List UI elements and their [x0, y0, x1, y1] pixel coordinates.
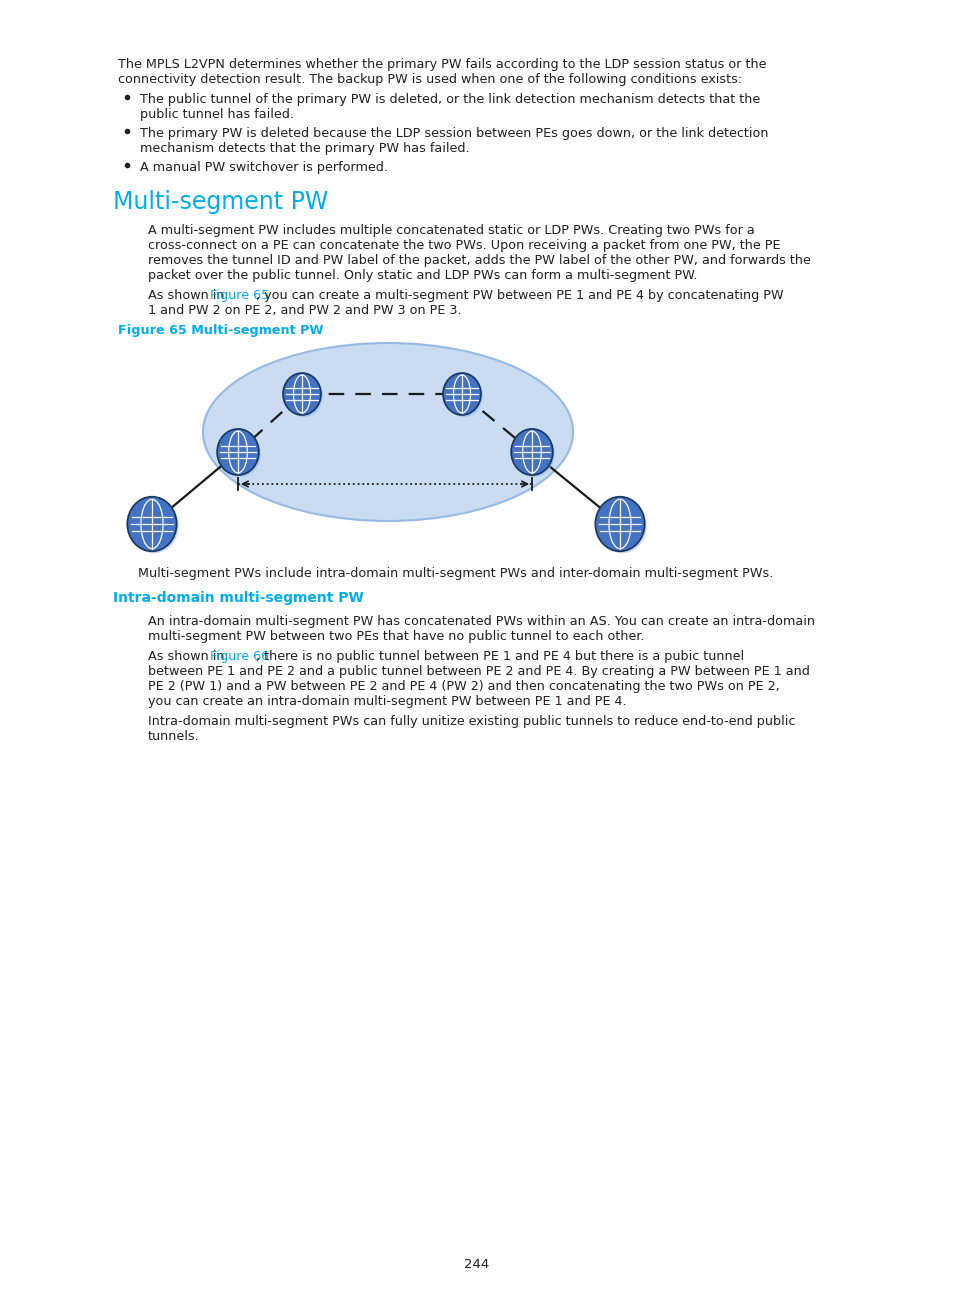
- Text: PE 2 (PW 1) and a PW between PE 2 and PE 4 (PW 2) and then concatenating the two: PE 2 (PW 1) and a PW between PE 2 and PE…: [148, 680, 779, 693]
- Text: cross-connect on a PE can concatenate the two PWs. Upon receiving a packet from : cross-connect on a PE can concatenate th…: [148, 238, 780, 251]
- Text: The MPLS L2VPN determines whether the primary PW fails according to the LDP sess: The MPLS L2VPN determines whether the pr…: [118, 58, 765, 71]
- Text: Figure 66: Figure 66: [210, 651, 269, 664]
- Text: Intra-domain multi-segment PW: Intra-domain multi-segment PW: [112, 591, 363, 605]
- Ellipse shape: [442, 373, 480, 415]
- Text: Multi-segment PWs include intra-domain multi-segment PWs and inter-domain multi-: Multi-segment PWs include intra-domain m…: [138, 568, 773, 581]
- Ellipse shape: [513, 430, 555, 477]
- Ellipse shape: [130, 499, 178, 553]
- Text: A manual PW switchover is performed.: A manual PW switchover is performed.: [140, 161, 388, 174]
- Ellipse shape: [597, 499, 646, 553]
- Text: , you can create a multi-segment PW between PE 1 and PE 4 by concatenating PW: , you can create a multi-segment PW betw…: [255, 289, 782, 302]
- Ellipse shape: [595, 496, 644, 551]
- Text: between PE 1 and PE 2 and a public tunnel between PE 2 and PE 4. By creating a P: between PE 1 and PE 2 and a public tunne…: [148, 665, 809, 678]
- Text: public tunnel has failed.: public tunnel has failed.: [140, 108, 294, 121]
- Text: The primary PW is deleted because the LDP session between PEs goes down, or the : The primary PW is deleted because the LD…: [140, 127, 768, 140]
- Text: Multi-segment PW: Multi-segment PW: [112, 191, 328, 214]
- Ellipse shape: [511, 429, 553, 476]
- Ellipse shape: [444, 375, 482, 417]
- Ellipse shape: [219, 430, 260, 477]
- Text: , there is no public tunnel between PE 1 and PE 4 but there is a pubic tunnel: , there is no public tunnel between PE 1…: [255, 651, 743, 664]
- Text: connectivity detection result. The backup PW is used when one of the following c: connectivity detection result. The backu…: [118, 73, 741, 86]
- Text: A multi-segment PW includes multiple concatenated static or LDP PWs. Creating tw: A multi-segment PW includes multiple con…: [148, 224, 754, 237]
- Text: packet over the public tunnel. Only static and LDP PWs can form a multi-segment : packet over the public tunnel. Only stat…: [148, 270, 697, 283]
- Ellipse shape: [217, 429, 258, 476]
- Text: 244: 244: [464, 1258, 489, 1271]
- Text: An intra-domain multi-segment PW has concatenated PWs within an AS. You can crea: An intra-domain multi-segment PW has con…: [148, 616, 814, 629]
- Text: As shown in: As shown in: [148, 289, 229, 302]
- Text: removes the tunnel ID and PW label of the packet, adds the PW label of the other: removes the tunnel ID and PW label of th…: [148, 254, 810, 267]
- Text: mechanism detects that the primary PW has failed.: mechanism detects that the primary PW ha…: [140, 143, 469, 156]
- Ellipse shape: [127, 496, 176, 551]
- Text: The public tunnel of the primary PW is deleted, or the link detection mechanism : The public tunnel of the primary PW is d…: [140, 93, 760, 106]
- Ellipse shape: [203, 343, 573, 521]
- Ellipse shape: [283, 373, 320, 415]
- Text: Figure 65: Figure 65: [210, 289, 269, 302]
- Text: Intra-domain multi-segment PWs can fully unitize existing public tunnels to redu: Intra-domain multi-segment PWs can fully…: [148, 715, 795, 728]
- Ellipse shape: [285, 375, 323, 417]
- Text: multi-segment PW between two PEs that have no public tunnel to each other.: multi-segment PW between two PEs that ha…: [148, 630, 644, 643]
- Text: Figure 65 Multi-segment PW: Figure 65 Multi-segment PW: [118, 324, 323, 337]
- Text: As shown in: As shown in: [148, 651, 229, 664]
- Text: tunnels.: tunnels.: [148, 730, 199, 743]
- Text: you can create an intra-domain multi-segment PW between PE 1 and PE 4.: you can create an intra-domain multi-seg…: [148, 695, 626, 708]
- Text: 1 and PW 2 on PE 2, and PW 2 and PW 3 on PE 3.: 1 and PW 2 on PE 2, and PW 2 and PW 3 on…: [148, 305, 461, 318]
